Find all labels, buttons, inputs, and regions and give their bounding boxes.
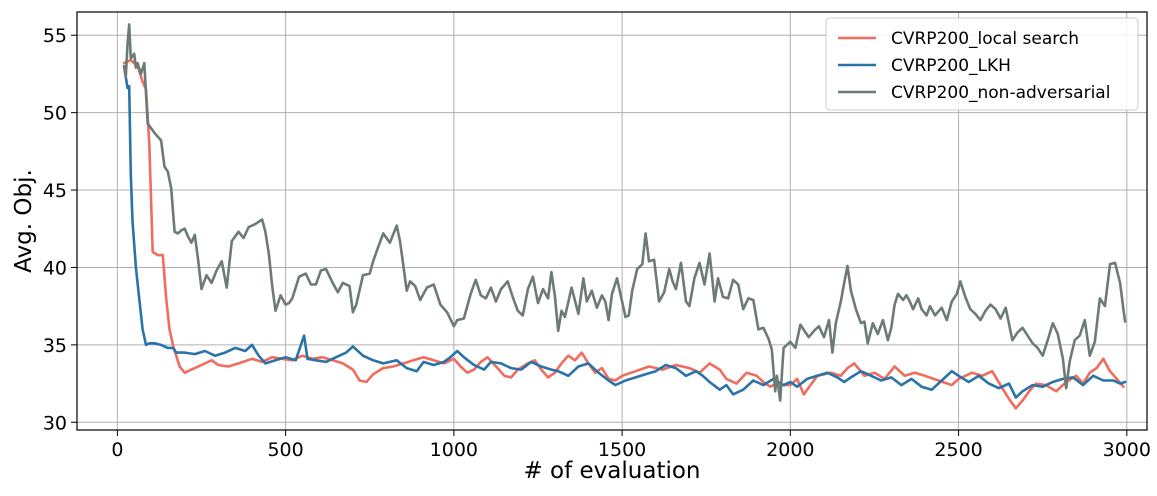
x-ticks: 0 500 1000 1500 2000 2500 3000: [111, 430, 1151, 461]
y-axis-label: Avg. Obj.: [11, 169, 37, 273]
x-tick-label: 0: [111, 439, 123, 461]
y-tick-label: 40: [43, 257, 67, 279]
y-tick-label: 35: [43, 335, 67, 357]
series-line-3: [122, 23, 1127, 402]
x-tick-label: 1500: [598, 439, 646, 461]
x-tick-label: 3000: [1103, 439, 1151, 461]
plot-frame: [76, 11, 1148, 431]
legend-label: CVRP200_local search: [891, 29, 1079, 49]
legend-box: [825, 17, 1139, 111]
series-line-2: [122, 64, 1127, 399]
x-axis-label: # of evaluation: [523, 458, 700, 484]
y-tick-label: 55: [43, 25, 67, 47]
x-tick-label: 2500: [934, 439, 982, 461]
series-line-1: [122, 58, 1125, 410]
y-tick-label: 50: [43, 103, 67, 125]
x-tick-label: 500: [267, 439, 303, 461]
legend-label: CVRP200_LKH: [891, 56, 1011, 76]
legend-label: CVRP200_non-adversarial: [891, 83, 1110, 103]
y-tick-label: 45: [43, 180, 67, 202]
x-tick-label: 1000: [430, 439, 478, 461]
series-lines: [122, 23, 1127, 410]
x-tick-label: 2000: [766, 439, 814, 461]
legend: CVRP200_local search CVRP200_LKH CVRP200_n…: [825, 17, 1139, 111]
y-ticks: 30 35 40 45 50 55: [43, 25, 77, 434]
y-tick-label: 30: [43, 412, 67, 434]
